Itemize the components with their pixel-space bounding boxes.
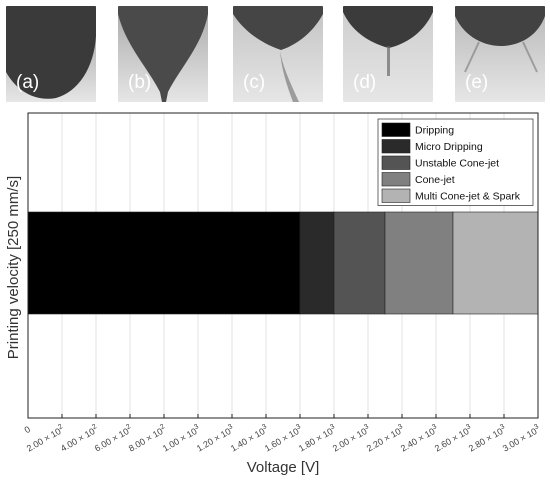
x-tick-label: 2.60 × 103 xyxy=(432,423,474,453)
bar-segment-multi-cone-jet-spark xyxy=(452,211,539,315)
legend-label: Micro Dripping xyxy=(415,141,483,153)
bar-segment-unstable-cone-jet xyxy=(333,211,386,315)
x-tick-label: 2.20 × 103 xyxy=(364,423,406,453)
droplet-image xyxy=(343,6,433,102)
droplet-photo-b: (b) xyxy=(118,6,208,102)
droplet-image xyxy=(118,6,208,102)
legend-swatch xyxy=(381,139,411,154)
x-tick-label: 2.80 × 103 xyxy=(466,423,508,453)
legend-swatch xyxy=(381,172,411,187)
photo-label: (a) xyxy=(16,72,40,93)
x-tick-label: 2.00 × 103 xyxy=(330,423,372,453)
photo-label: (c) xyxy=(243,72,266,93)
x-tick-label: 1.40 × 103 xyxy=(228,423,270,453)
droplet-image xyxy=(233,6,323,102)
x-tick-label: 3.00 × 103 xyxy=(500,423,542,453)
x-tick-label: 4.00 × 102 xyxy=(58,423,100,453)
x-tick-label: 0 xyxy=(23,424,32,435)
legend-swatch xyxy=(381,122,411,137)
bar-segment-cone-jet xyxy=(384,211,454,315)
photo-label: (e) xyxy=(465,72,489,93)
x-tick-label: 1.60 × 103 xyxy=(262,423,304,453)
legend-label: Cone-jet xyxy=(415,174,455,186)
x-tick-label: 1.20 × 103 xyxy=(194,423,236,453)
axes-frame xyxy=(27,112,539,419)
bar-segment-dripping xyxy=(27,211,301,315)
x-tick-label: 1.80 × 103 xyxy=(296,423,338,453)
legend-label: Unstable Cone-jet xyxy=(415,158,499,170)
droplet-image xyxy=(455,6,545,102)
x-tick-label: 6.00 × 102 xyxy=(92,423,134,453)
photo-label: (b) xyxy=(128,72,152,93)
photo-label: (d) xyxy=(353,72,377,93)
x-axis-title: Voltage [V] xyxy=(247,459,320,476)
legend-label: Multi Cone-jet & Spark xyxy=(415,191,521,203)
x-tick-label: 1.00 × 103 xyxy=(160,423,202,453)
x-tick-label: 8.00 × 102 xyxy=(126,423,168,453)
droplet-photo-c: (c) xyxy=(233,6,323,102)
droplet-image xyxy=(6,6,96,102)
legend-label: Dripping xyxy=(415,125,454,137)
droplet-photo-d: (d) xyxy=(343,6,433,102)
x-tick-label: 2.40 × 103 xyxy=(398,423,440,453)
legend-swatch xyxy=(381,155,411,170)
droplet-photo-a: (a) xyxy=(6,6,96,102)
x-tick-label: 2.00 × 102 xyxy=(24,423,66,453)
droplet-photo-e: (e) xyxy=(455,6,545,102)
legend-swatch xyxy=(381,188,411,203)
y-axis-title: Printing velocity [250 mm/s] xyxy=(5,176,22,359)
bar-segment-micro-dripping xyxy=(299,211,335,315)
